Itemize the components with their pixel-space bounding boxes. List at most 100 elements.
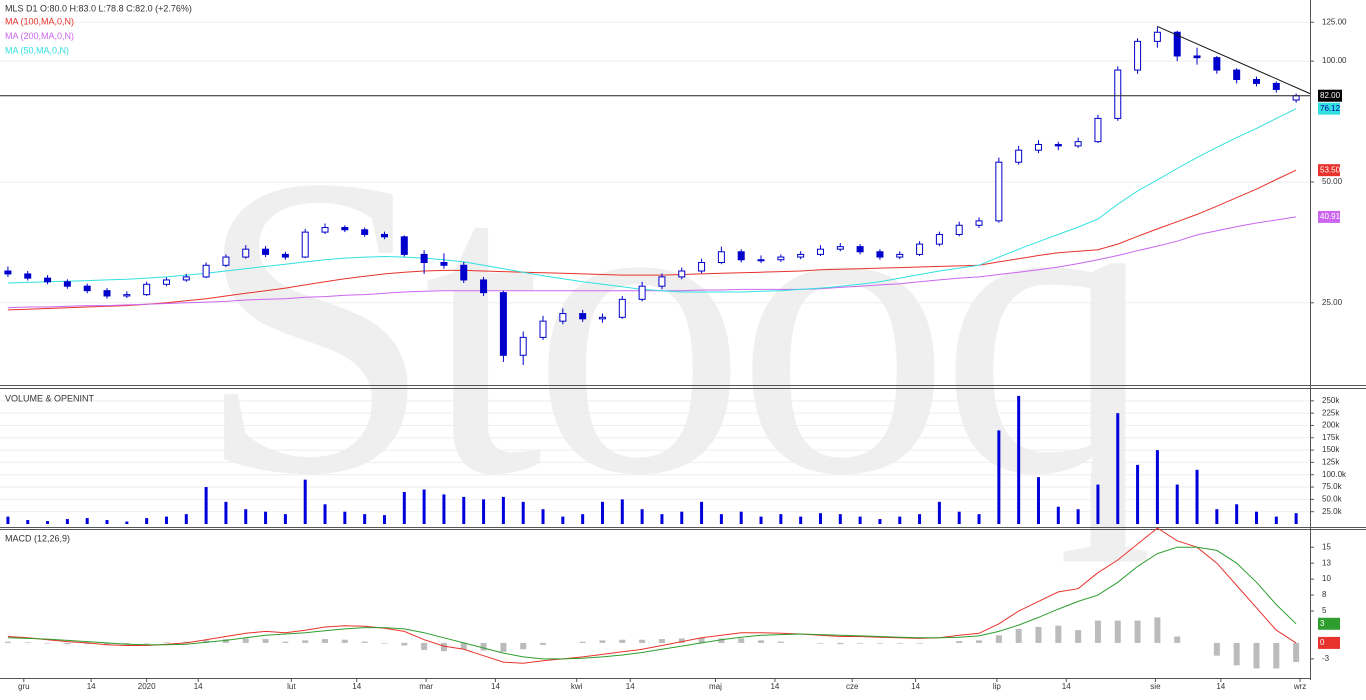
histogram-bar bbox=[341, 639, 348, 643]
y-tick-label: 125k bbox=[1322, 458, 1340, 467]
histogram-bar bbox=[599, 640, 606, 643]
volume-bar bbox=[878, 519, 882, 524]
histogram-bar bbox=[183, 641, 190, 643]
watermark: Stooq bbox=[195, 88, 1155, 564]
candle-body bbox=[1015, 149, 1023, 163]
histogram-bar bbox=[262, 639, 269, 643]
histogram-bar bbox=[1253, 642, 1260, 669]
moving-average bbox=[7, 169, 1297, 311]
x-tick-label: maj bbox=[709, 682, 722, 691]
candle-body bbox=[836, 246, 844, 250]
end-label-box bbox=[1318, 617, 1340, 630]
volume-bar bbox=[363, 514, 367, 524]
candle-body bbox=[1173, 31, 1181, 57]
x-tick-label: 14 bbox=[87, 682, 96, 691]
macd-line bbox=[7, 546, 1297, 660]
moving-average bbox=[7, 216, 1297, 309]
candle-body bbox=[935, 233, 943, 245]
y-tick-label: 150k bbox=[1322, 445, 1340, 454]
y-tick-label: -3 bbox=[1322, 654, 1330, 663]
candle-body bbox=[1034, 143, 1042, 151]
candle-body bbox=[598, 316, 606, 320]
panel-title: VOLUME & OPENINT bbox=[5, 393, 95, 403]
histogram-bar bbox=[203, 640, 210, 643]
volume-bar bbox=[779, 514, 783, 524]
histogram-bar bbox=[540, 642, 547, 645]
histogram-bar bbox=[1154, 617, 1161, 643]
candle-body bbox=[539, 320, 547, 338]
histogram-bar bbox=[1114, 620, 1121, 643]
candle-body bbox=[1272, 82, 1280, 90]
y-tick-label: 225k bbox=[1322, 408, 1340, 417]
volume-bar bbox=[224, 501, 228, 524]
volume-bar bbox=[1195, 469, 1199, 524]
candle-body bbox=[1252, 78, 1260, 84]
volume-bar bbox=[581, 514, 585, 524]
volume-bar bbox=[620, 499, 624, 524]
candle-body bbox=[896, 253, 904, 258]
volume-bar bbox=[1116, 413, 1120, 524]
end-label-box bbox=[1318, 636, 1340, 649]
candle-body bbox=[519, 336, 527, 356]
histogram-bar bbox=[222, 639, 229, 643]
histogram-bar bbox=[698, 637, 705, 643]
candle-body bbox=[63, 281, 71, 287]
volume-bar bbox=[323, 504, 327, 524]
volume-bar bbox=[283, 514, 287, 524]
histogram-bar bbox=[658, 639, 665, 643]
candle-body bbox=[380, 233, 388, 238]
candle-body bbox=[242, 248, 250, 258]
grid bbox=[0, 400, 1310, 513]
volume-bar bbox=[918, 514, 922, 524]
volume-bar bbox=[759, 516, 763, 524]
y-tick-label: 50.00 bbox=[1322, 177, 1343, 186]
candle-body bbox=[1054, 143, 1062, 147]
volume-bar bbox=[1175, 484, 1179, 524]
candle-body bbox=[341, 227, 349, 231]
histogram-bar bbox=[995, 635, 1002, 643]
x-tick-label: 14 bbox=[491, 682, 500, 691]
volume-bar bbox=[303, 479, 307, 524]
histogram-bar bbox=[143, 642, 150, 644]
x-tick-label: mar bbox=[419, 682, 433, 691]
x-tick-label: 14 bbox=[626, 682, 635, 691]
x-tick-label: 14 bbox=[194, 682, 203, 691]
histogram-bar bbox=[1213, 642, 1220, 656]
histogram-bar bbox=[401, 642, 408, 646]
y-tick-label: 125.00 bbox=[1322, 17, 1347, 26]
volume-bar bbox=[1076, 509, 1080, 524]
candle-body bbox=[797, 253, 805, 258]
volume-bar bbox=[700, 501, 704, 524]
x-tick-label: 14 bbox=[770, 682, 779, 691]
candle-body bbox=[143, 283, 151, 296]
y-tick-label: 25.00 bbox=[1322, 298, 1343, 307]
grid bbox=[0, 21, 1310, 304]
x-tick-label: gru bbox=[18, 682, 30, 691]
volume-bar bbox=[739, 511, 743, 524]
volume-bar bbox=[818, 513, 822, 524]
candle-body bbox=[757, 259, 765, 262]
candle-body bbox=[658, 276, 666, 287]
volume-bar bbox=[997, 430, 1001, 524]
histogram-bar bbox=[639, 639, 646, 643]
legend-entry: MA (50,MA,0,N) bbox=[5, 45, 69, 55]
candle-body bbox=[1114, 69, 1122, 119]
candle-body bbox=[559, 313, 567, 322]
candle-body bbox=[1193, 55, 1201, 59]
volume-bar bbox=[640, 509, 644, 524]
y-tick-label: 75.0k bbox=[1322, 482, 1343, 491]
candle-body bbox=[579, 313, 587, 320]
legend-entry: MA (100,MA,0,N) bbox=[5, 16, 74, 26]
histogram-bar bbox=[1035, 626, 1042, 643]
candle-body bbox=[420, 253, 428, 264]
y-tick-label: 13 bbox=[1322, 558, 1331, 567]
candle-body bbox=[321, 227, 329, 233]
histogram-bar bbox=[242, 638, 249, 643]
end-label: 0 bbox=[1320, 638, 1325, 647]
candle-body bbox=[440, 262, 448, 266]
candle-body bbox=[123, 294, 131, 297]
candle-body bbox=[24, 273, 32, 279]
candle-body bbox=[1213, 57, 1221, 71]
candle-body bbox=[301, 231, 309, 258]
